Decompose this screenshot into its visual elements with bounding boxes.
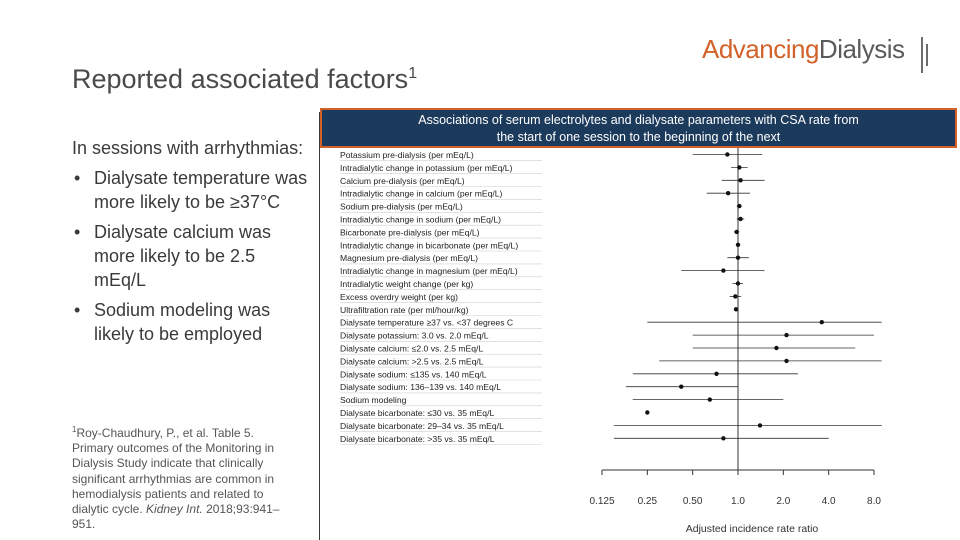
row-label: Intradialytic change in sodium (per mEq/… bbox=[340, 215, 501, 225]
footnote-cite: 2018;93:941–951. bbox=[72, 502, 280, 532]
x-tick-label: 0.125 bbox=[589, 496, 614, 507]
forest-plot: Potassium pre-dialysis (per mEq/L) Intrad… bbox=[340, 148, 882, 535]
estimate-point bbox=[738, 216, 743, 222]
estimate-point bbox=[725, 191, 731, 196]
chart-header-line1: Associations of serum electrolytes and d… bbox=[418, 113, 859, 127]
row-label: Potassium pre-dialysis (per mEq/L) bbox=[340, 150, 474, 160]
estimate-point bbox=[737, 203, 742, 209]
estimate-point bbox=[737, 165, 742, 170]
footnote: 1Roy-Chaudhury, P., et al. Table 5. Prim… bbox=[72, 422, 298, 532]
estimate-point bbox=[721, 436, 726, 441]
bullet-calcium: Dialysate calcium was more likely to be … bbox=[72, 220, 312, 292]
row-label: Excess overdry weight (per kg) bbox=[340, 292, 458, 302]
estimate-point bbox=[707, 397, 713, 402]
estimate-point bbox=[733, 294, 738, 299]
estimate-point bbox=[725, 152, 730, 157]
findings-list: Dialysate temperature was more likely to… bbox=[72, 166, 312, 346]
row-label: Sodium modeling bbox=[340, 395, 407, 405]
row-label: Bicarbonate pre-dialysis (per mEq/L) bbox=[340, 227, 480, 237]
column-divider bbox=[319, 112, 320, 540]
estimate-point bbox=[734, 229, 739, 235]
estimate-point bbox=[738, 178, 743, 183]
estimate-point bbox=[735, 255, 741, 260]
row-label: Intradialytic change in potassium (per m… bbox=[340, 163, 513, 173]
row-label: Dialysate bicarbonate: ≤30 vs. 35 mEq/L bbox=[340, 408, 494, 418]
estimate-point bbox=[721, 268, 726, 273]
row-label: Calcium pre-dialysis (per mEq/L) bbox=[340, 176, 465, 186]
footnote-marker: 1 bbox=[72, 425, 77, 434]
estimate-point bbox=[784, 332, 789, 338]
footnote-journal: Kidney Int. bbox=[146, 502, 203, 517]
estimate-point bbox=[757, 423, 763, 428]
estimate-point bbox=[679, 384, 684, 389]
slide-title: Reported associated factors1 bbox=[72, 64, 418, 94]
estimate-point bbox=[735, 242, 741, 247]
findings-text: In sessions with arrhythmias: Dialysate … bbox=[72, 136, 312, 352]
intro-text: In sessions with arrhythmias: bbox=[72, 138, 304, 158]
x-tick-label: 4.0 bbox=[822, 496, 836, 507]
row-label: Dialysate calcium: >2.5 vs. 2.5 mEq/L bbox=[340, 356, 484, 366]
estimate-point bbox=[645, 410, 650, 415]
estimate-point bbox=[774, 345, 779, 351]
estimate-point bbox=[714, 371, 719, 376]
bullet-temperature: Dialysate temperature was more likely to… bbox=[72, 166, 312, 214]
estimate-point bbox=[784, 358, 789, 364]
row-label: Magnesium pre-dialysis (per mEq/L) bbox=[340, 253, 478, 263]
row-label: Sodium pre-dialysis (per mEq/L) bbox=[340, 202, 463, 212]
row-label: Intradialytic change in bicarbonate (per… bbox=[340, 240, 518, 250]
estimate-point bbox=[819, 320, 824, 325]
row-label: Dialysate sodium: ≤135 vs. 140 mEq/L bbox=[340, 369, 487, 379]
row-label: Intradialytic change in magnesium (per m… bbox=[340, 266, 518, 276]
logo-word-dialysis: Dialysis bbox=[818, 34, 905, 64]
title-superscript: 1 bbox=[408, 65, 418, 82]
estimate-point bbox=[735, 281, 741, 286]
x-tick-label: 0.25 bbox=[638, 496, 658, 507]
chart-header-line2: the start of one session to the beginnin… bbox=[496, 130, 781, 144]
x-axis-label: Adjusted incidence rate ratio bbox=[686, 523, 819, 535]
chart-header: Associations of serum electrolytes and d… bbox=[320, 108, 957, 148]
logo-word-advancing: Advancing bbox=[702, 34, 819, 64]
estimate-point bbox=[733, 307, 739, 312]
footnote-text: Roy-Chaudhury, P., et al. Table 5. Prima… bbox=[72, 426, 275, 517]
row-label: Ultrafiltration rate (per ml/hour/kg) bbox=[340, 305, 469, 315]
row-label: Dialysate sodium: 136–139 vs. 140 mEq/L bbox=[340, 382, 501, 392]
bullet-sodium-modeling: Sodium modeling was likely to be employe… bbox=[72, 298, 312, 346]
row-label: Dialysate calcium: ≤2.0 vs. 2.5 mEq/L bbox=[340, 344, 483, 354]
row-label: Dialysate temperature ≥37 vs. <37 degree… bbox=[340, 318, 513, 328]
row-label: Intradialytic change in calcium (per mEq… bbox=[340, 189, 503, 199]
row-label: Dialysate bicarbonate: >35 vs. 35 mEq/L bbox=[340, 434, 495, 444]
x-tick-label: 0.50 bbox=[683, 496, 703, 507]
row-label: Dialysate potassium: 3.0 vs. 2.0 mEq/L bbox=[340, 331, 489, 341]
row-label: Dialysate bicarbonate: 29–34 vs. 35 mEq/… bbox=[340, 421, 504, 431]
row-label: Intradialytic weight change (per kg) bbox=[340, 279, 473, 289]
x-tick-label: 1.0 bbox=[731, 496, 745, 507]
advancing-dialysis-logo: AdvancingDialysis bbox=[702, 34, 905, 65]
x-tick-label: 8.0 bbox=[867, 496, 881, 507]
x-tick-label: 2.0 bbox=[776, 496, 790, 507]
logo-mark-icon bbox=[921, 37, 928, 73]
